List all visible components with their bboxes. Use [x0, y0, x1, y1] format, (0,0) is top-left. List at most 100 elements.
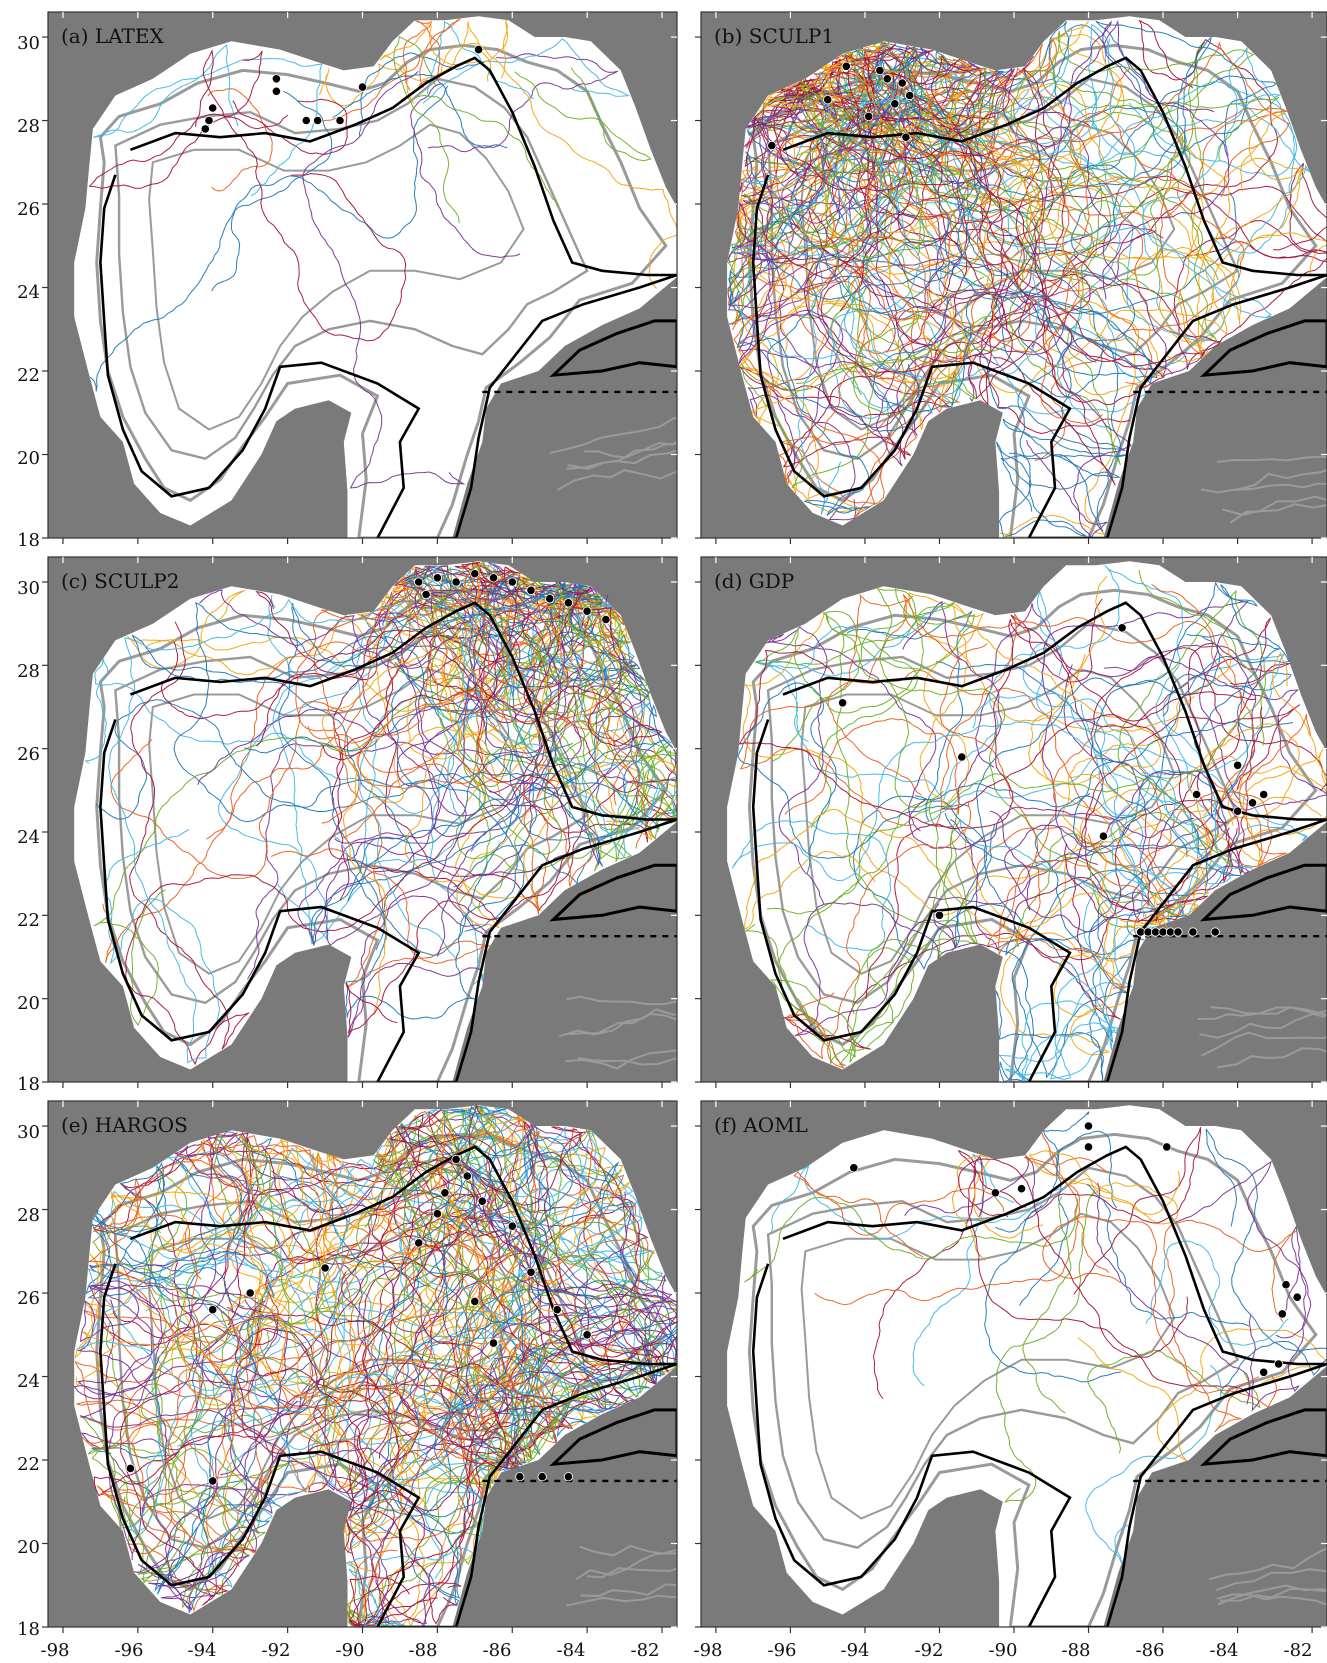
drifter-trajectory: [365, 1113, 640, 1625]
drifter-trajectory: [771, 1164, 1065, 1240]
caribbean-isobath: [1221, 495, 1327, 516]
drifter-trajectory: [307, 564, 514, 789]
drifter-trajectory: [461, 585, 658, 835]
drifter-trajectory: [908, 798, 1195, 850]
deployment-point: [582, 1330, 592, 1340]
cuba-landmass: [549, 319, 677, 378]
deployment-point: [990, 1188, 1001, 1198]
caribbean-isobath: [1199, 1009, 1327, 1039]
drifter-trajectory: [350, 1280, 658, 1519]
isobath-contour: [114, 77, 589, 460]
drifter-trajectory: [872, 50, 1154, 413]
drifter-trajectory: [887, 110, 1306, 394]
drifter-trajectory: [432, 605, 621, 838]
drifter-trajectory: [443, 576, 619, 675]
drifter-trajectory: [958, 1158, 1189, 1358]
drifter-trajectory: [1063, 664, 1147, 921]
drifter-trajectory: [1145, 1240, 1289, 1346]
y-tick-label: 20: [17, 1537, 40, 1558]
drifter-trajectory: [950, 47, 1298, 342]
drifter-trajectory: [529, 582, 621, 620]
drifter-trajectory: [1004, 770, 1250, 911]
deployment-point: [421, 589, 431, 600]
deployment-point: [451, 1154, 461, 1165]
deployment-point: [208, 1305, 218, 1315]
deployment-point: [875, 65, 885, 76]
deployment-point: [957, 752, 967, 762]
deployment-point: [526, 585, 536, 595]
deployment-point: [537, 1472, 547, 1482]
drifter-trajectory: [457, 1109, 527, 1344]
drifter-trajectory: [908, 592, 1195, 808]
cuba-landmass: [1199, 1408, 1327, 1467]
drifter-trajectory: [743, 67, 995, 417]
drifter-trajectory: [410, 83, 521, 259]
drifter-trajectory: [1019, 1130, 1118, 1306]
drifter-trajectory: [392, 1120, 677, 1471]
drifter-trajectory: [253, 1288, 386, 1406]
drifter-trajectory: [422, 38, 630, 104]
x-tick-label: -96: [768, 1640, 797, 1661]
deployment-point: [601, 614, 611, 625]
deployment-point: [563, 1472, 574, 1482]
y-tick-label: 30: [17, 578, 40, 599]
drifter-trajectory: [924, 746, 1309, 918]
drifter-trajectory: [1042, 1216, 1260, 1433]
drifter-trajectory: [744, 72, 1005, 373]
drifter-trajectory: [348, 1190, 486, 1627]
drifter-trajectory: [786, 801, 972, 1069]
drifter-trajectory: [1041, 1132, 1110, 1273]
trajectory-group: [73, 1103, 677, 1627]
drifter-trajectory: [331, 571, 446, 901]
x-axis-labels-right: -98 -96 -94 -92 -90 -88 -86 -84 -82: [694, 1640, 1313, 1661]
y-tick-label: 26: [17, 744, 40, 765]
drifter-trajectory: [418, 594, 577, 817]
caribbean-isobath: [1219, 1587, 1327, 1602]
drifter-trajectory: [413, 1204, 640, 1465]
deployment-point: [837, 698, 848, 708]
caribbean-isobath: [1216, 455, 1327, 463]
drifter-trajectory: [415, 94, 559, 206]
drifter-trajectory: [1053, 632, 1232, 1018]
drifter-trajectory: [822, 588, 977, 945]
deployment-point: [582, 606, 592, 616]
cuba-landmass: [1199, 863, 1327, 922]
drifter-trajectory: [944, 721, 1294, 868]
deployment-point: [1098, 831, 1109, 841]
drifter-trajectory: [77, 1280, 298, 1611]
drifter-trajectory: [731, 73, 903, 365]
deployment-point: [1173, 927, 1183, 937]
deployment-point: [849, 1163, 859, 1173]
drifter-trajectory: [436, 584, 594, 957]
deployment-point: [507, 1221, 517, 1231]
drifter-trajectory: [321, 600, 559, 1016]
drifter-trajectory: [472, 577, 562, 788]
drifter-trajectory: [737, 682, 970, 874]
drifter-trajectory: [1087, 790, 1273, 868]
drifter-trajectory: [852, 795, 1132, 1082]
drifter-trajectory: [814, 1156, 1108, 1306]
drifter-trajectory: [1096, 1182, 1251, 1405]
deployment-point: [841, 61, 851, 71]
drifter-trajectory: [98, 1327, 255, 1554]
deployment-point: [208, 103, 218, 113]
drifter-trajectory: [403, 572, 647, 849]
trajectory-group: [731, 564, 1327, 1082]
drifter-trajectory: [810, 613, 1136, 903]
drifter-trajectory: [387, 1162, 570, 1458]
drifter-trajectory: [891, 98, 1121, 466]
drifter-trajectory: [438, 42, 677, 289]
x-axis-labels-left: -98 -96 -94 -92 -90 -88 -86 -84 -82: [41, 1640, 660, 1661]
drifter-trajectory: [990, 810, 1150, 933]
isobath-contour: [148, 668, 525, 975]
deployment-point: [1083, 1121, 1094, 1131]
drifter-trajectory: [79, 1310, 292, 1575]
drifter-trajectory: [199, 566, 467, 669]
drifter-trajectory: [1151, 583, 1243, 792]
y-axis-labels-row-2: 30 28 26 24 22 20 18: [17, 578, 40, 1095]
caribbean-isobath: [583, 440, 677, 459]
drifter-trajectory: [278, 591, 551, 956]
deployment-point: [462, 1171, 472, 1181]
panel-title: (c) SCULP2: [61, 569, 180, 593]
deployment-point: [515, 1472, 525, 1482]
